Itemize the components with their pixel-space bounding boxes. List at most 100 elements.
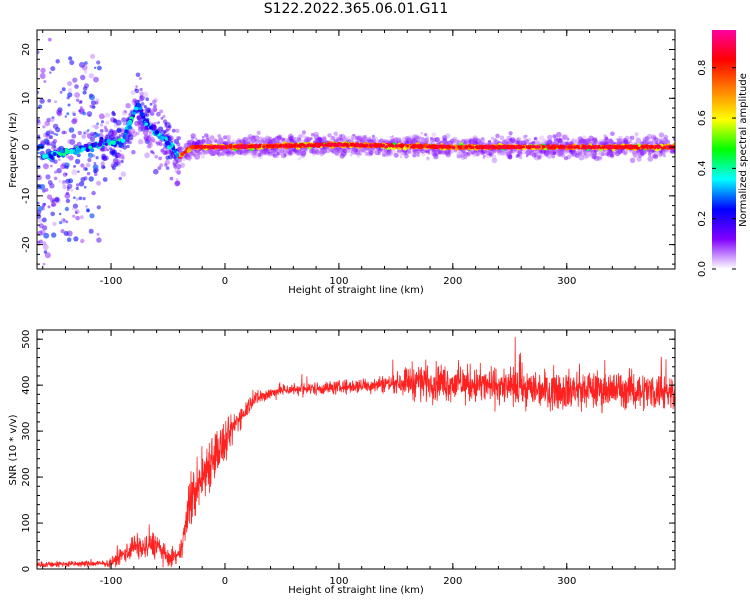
spectrogram-speckle	[91, 124, 95, 128]
spectrogram-speckle	[67, 183, 73, 189]
spectrogram-peak-point	[236, 145, 240, 149]
spectrogram-speckle	[278, 148, 281, 151]
spectrogram-speckle	[337, 150, 340, 154]
spectrogram-speckle	[506, 136, 511, 141]
spectrogram-speckle	[477, 149, 482, 154]
spectrogram-speckle	[538, 135, 545, 141]
spectrogram-speckle	[191, 149, 195, 154]
spectrogram-speckle	[289, 151, 293, 155]
spectrogram-speckle	[259, 149, 266, 156]
spectrogram-speckle	[578, 139, 583, 144]
spectrogram-speckle	[40, 139, 45, 145]
spectrogram-speckle	[263, 140, 268, 145]
spectrogram-speckle	[412, 149, 417, 154]
colorbar-tick-label: 0.2	[697, 211, 708, 227]
spectrogram-speckle	[479, 138, 484, 142]
spectrogram-speckle	[355, 149, 358, 152]
spectrogram-peak-point	[382, 143, 385, 147]
spectrogram-speckle	[196, 150, 200, 154]
spectrogram-speckle	[496, 148, 502, 154]
spectrogram-speckle	[527, 148, 533, 154]
spectrogram-speckle	[251, 153, 254, 156]
spectrogram-speckle	[105, 133, 109, 137]
spectrogram-speckle	[263, 149, 268, 155]
spectrogram-speckle	[342, 148, 346, 152]
spectrogram-speckle	[44, 120, 50, 127]
spectrogram-speckle	[434, 137, 441, 143]
spectrogram-peak-point	[542, 145, 546, 149]
spectrogram-speckle	[237, 149, 243, 155]
spectrogram-speckle	[186, 140, 191, 145]
spectrogram-speckle	[632, 152, 639, 158]
spectrogram-ridge-point	[118, 143, 123, 148]
spectrogram-speckle	[95, 98, 100, 103]
spectrogram-speckle	[426, 157, 430, 161]
spectrogram-speckle	[570, 152, 575, 157]
spectrogram-speckle	[425, 136, 430, 140]
spectrogram-speckle	[550, 149, 556, 156]
spectrogram-speckle	[79, 100, 83, 104]
spectrogram-speckle	[506, 151, 512, 157]
spectrogram-speckle	[66, 230, 73, 237]
spectrogram-speckle	[318, 139, 322, 143]
spectrogram-speckle	[404, 154, 409, 159]
spectrogram-ridge-point	[175, 153, 180, 158]
spectrogram-speckle	[286, 148, 292, 155]
spectrogram-speckle	[574, 153, 580, 159]
spectrogram-speckle	[648, 140, 652, 144]
spectrogram-speckle	[58, 179, 62, 183]
spectrogram-speckle	[420, 148, 426, 154]
spectrogram-speckle	[76, 98, 80, 102]
spectrogram-speckle	[390, 138, 395, 143]
spectrogram-speckle	[559, 148, 565, 155]
spectrogram-peak-point	[322, 144, 326, 147]
spectrogram-speckle	[183, 142, 189, 148]
spectrogram-speckle	[257, 148, 263, 155]
spectrogram-peak-point	[649, 145, 653, 149]
spectrogram-peak-point	[590, 146, 594, 149]
snr-xtick-label: 200	[443, 576, 462, 587]
spectrogram-speckle	[290, 148, 297, 155]
spectrogram-speckle	[621, 149, 625, 154]
spectrogram-speckle	[112, 112, 116, 117]
spectrogram-speckle	[468, 141, 472, 144]
spectrogram-speckle	[101, 147, 105, 151]
spectrogram-speckle	[552, 134, 557, 139]
spectrogram-speckle	[339, 134, 343, 138]
spectrogram-speckle	[578, 154, 585, 161]
spectrogram-speckle	[276, 149, 283, 156]
spectrogram-speckle	[451, 140, 455, 144]
spectrogram-speckle	[87, 152, 94, 158]
spectrogram-peak-point	[635, 144, 639, 148]
spectrogram-speckle	[536, 140, 540, 144]
spectrogram-speckle	[489, 148, 495, 155]
spectrogram-speckle	[642, 136, 649, 143]
spectrogram-speckle	[352, 134, 356, 137]
spectrogram-speckle	[73, 236, 79, 242]
spectrogram-speckle	[49, 117, 55, 123]
spectrogram-speckle	[433, 154, 439, 160]
spectrogram-speckle	[165, 155, 170, 160]
spectrogram-peak-point	[279, 144, 282, 148]
spectrogram-speckle	[139, 95, 143, 98]
spectrogram-speckle	[160, 148, 165, 153]
spectrogram-speckle	[363, 137, 369, 142]
spectrogram-speckle	[51, 232, 57, 238]
spectrogram-speckle	[78, 181, 85, 187]
spectrogram-speckle	[44, 252, 51, 259]
spectrogram-speckle	[545, 141, 549, 145]
spectrogram-speckle	[187, 157, 192, 161]
spectrogram-speckle	[82, 197, 86, 201]
spectrogram-speckle	[190, 133, 196, 139]
spectrogram-speckle	[382, 148, 386, 152]
spectrogram-speckle	[593, 155, 600, 162]
spectrogram-speckle	[47, 205, 51, 209]
spectrogram-speckle	[121, 109, 128, 116]
spectrogram-speckle	[96, 133, 100, 137]
spectrogram-speckle	[367, 137, 371, 142]
spectrogram-speckle	[112, 158, 119, 164]
spectrogram-speckle	[42, 125, 46, 129]
spectrogram-speckle	[653, 141, 657, 145]
spectrogram-speckle	[372, 139, 377, 143]
spectrogram-speckle	[59, 281, 64, 286]
